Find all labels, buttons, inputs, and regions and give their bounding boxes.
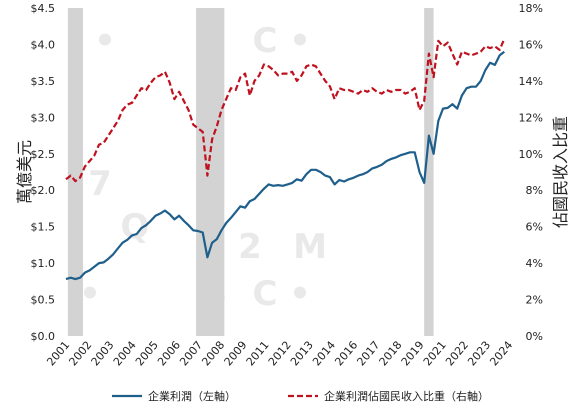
x-tick-label: 2024 xyxy=(487,339,515,369)
watermark-glyph: • xyxy=(289,274,311,314)
series-lines xyxy=(65,38,506,281)
x-tick-label: 2008 xyxy=(199,339,227,369)
x-tick-label: 2011 xyxy=(244,339,272,369)
y-right-tick-label: 16% xyxy=(519,38,543,51)
y-right-tick-label: 10% xyxy=(519,148,543,161)
watermark-glyph: 2 xyxy=(238,227,262,267)
legend: 企業利潤（左軸） 企業利潤佔國民收入比重（右軸） xyxy=(112,389,489,403)
x-tick-label: 2022 xyxy=(443,339,471,369)
y-right-tick-label: 2% xyxy=(526,294,543,307)
legend-label: 企業利潤（左軸） xyxy=(148,389,236,403)
recession-band xyxy=(196,8,225,336)
y-left-tick-label: $4.5 xyxy=(31,2,56,15)
watermark-glyph: • xyxy=(94,21,116,61)
x-tick-label: 2005 xyxy=(133,339,161,369)
legend-label: 企業利潤佔國民收入比重（右軸） xyxy=(324,389,489,403)
y-left-tick-label: $1.0 xyxy=(31,257,56,270)
y-left-tick-label: $3.0 xyxy=(31,111,56,124)
profits-line xyxy=(65,50,505,281)
watermark-glyph: C xyxy=(253,21,278,61)
y-right-tick-label: 12% xyxy=(519,111,543,124)
x-tick-label: 2006 xyxy=(155,339,183,369)
y-right-axis-title: 佔國民收入比重 xyxy=(551,116,570,228)
y-left-tick-label: $4.0 xyxy=(31,38,56,51)
watermark-glyph: C xyxy=(253,274,278,314)
y-right-tick-label: 14% xyxy=(519,75,543,88)
recession-band xyxy=(424,8,434,336)
x-tick-label: 2021 xyxy=(421,339,449,369)
y-right-tick-label: 4% xyxy=(526,257,543,270)
y-right-tick-label: 8% xyxy=(526,184,543,197)
watermark-glyph: M xyxy=(293,227,327,267)
x-tick-label: 2019 xyxy=(399,339,427,369)
y-right-tick-label: 6% xyxy=(526,221,543,234)
x-tick-label: 2012 xyxy=(266,339,294,369)
profit-share-line xyxy=(65,38,506,183)
y-left-tick-label: $0.5 xyxy=(31,294,56,307)
x-tick-label: 2004 xyxy=(111,339,139,369)
y-right-tick-label: 18% xyxy=(519,2,543,15)
y-left-tick-label: $3.5 xyxy=(31,75,56,88)
recession-band xyxy=(67,8,83,336)
x-tick-label: 2003 xyxy=(89,339,117,369)
y-left-tick-label: $1.5 xyxy=(31,221,56,234)
x-tick-label: 2016 xyxy=(332,339,360,369)
y-left-axis-title: 萬億美元 xyxy=(15,140,34,204)
recession-shading xyxy=(67,8,434,336)
x-tick-label: 2023 xyxy=(465,339,493,369)
x-tick-label: 2002 xyxy=(66,339,94,369)
x-tick-label: 2007 xyxy=(177,339,205,369)
y-right-tick-label: 0% xyxy=(526,330,543,343)
y-left-tick-label: $2.5 xyxy=(31,148,56,161)
watermark-glyph: • xyxy=(289,21,311,61)
x-tick-label: 2001 xyxy=(44,339,72,369)
watermark-glyph: • xyxy=(79,274,101,314)
x-tick-label: 2018 xyxy=(377,339,405,369)
y-left-tick-label: $0.0 xyxy=(31,330,56,343)
x-tick-label: 2013 xyxy=(288,339,316,369)
x-tick-label: 2017 xyxy=(354,339,382,369)
x-tick-label: 2009 xyxy=(222,339,250,369)
y-left-tick-label: $2.0 xyxy=(31,184,56,197)
x-tick-label: 2014 xyxy=(310,339,338,369)
watermark-glyph: 7 xyxy=(88,164,112,204)
